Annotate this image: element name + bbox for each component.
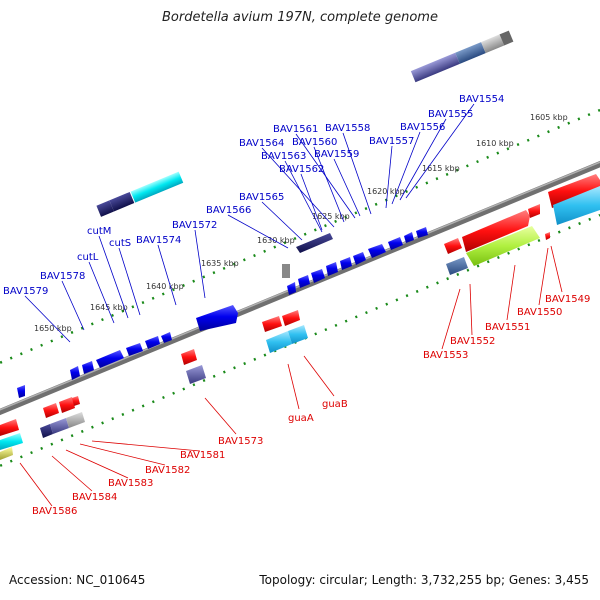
ruler-dots-outer <box>0 108 600 365</box>
gene-glyph <box>455 42 486 64</box>
gene-arrow <box>186 365 206 384</box>
tick-label: 1630 kbp <box>257 236 295 245</box>
gene-label: BAV1564 <box>239 138 284 149</box>
gene-label: cutL <box>77 252 99 263</box>
gene-label: BAV1559 <box>314 149 359 160</box>
gene-label: BAV1562 <box>279 164 324 175</box>
gene-arrow <box>462 210 530 252</box>
tick-label: 1610 kbp <box>476 139 514 148</box>
map-title: Bordetella avium 197N, complete genome <box>162 10 438 25</box>
gene-label: cutS <box>109 238 131 249</box>
gene-glyph <box>499 30 514 46</box>
gene-arrow <box>553 186 600 225</box>
tick-label: 1615 kbp <box>422 164 460 173</box>
tick-label: 1635 kbp <box>201 259 239 268</box>
gene-glyph <box>481 34 505 54</box>
gene-label: BAV1581 <box>180 450 225 461</box>
gene-arrow <box>288 325 308 344</box>
gene-label: BAV1586 <box>32 506 77 517</box>
gene-arrow <box>296 233 333 253</box>
gene-label: BAV1583 <box>108 478 153 489</box>
plus-arrow-row-lower <box>70 332 172 380</box>
gene-glyph <box>96 200 114 217</box>
tick-label: 1605 kbp <box>530 113 568 122</box>
gene-label: BAV1582 <box>145 465 190 476</box>
gene-arrow <box>262 316 282 332</box>
gene-label: guaB <box>322 399 348 410</box>
gene-arrow <box>196 305 238 331</box>
gene-label: BAV1553 <box>423 350 468 361</box>
accession-text: Accession: NC_010645 <box>9 573 146 587</box>
gene-arrow <box>444 238 462 254</box>
gene-glyph <box>130 171 184 203</box>
gene-label: BAV1573 <box>218 436 263 447</box>
gene-label: BAV1552 <box>450 336 495 347</box>
ruler-ticks: 1605 kbp 1610 kbp 1615 kbp 1620 kbp 1625… <box>34 113 568 333</box>
genome-summary-text: Topology: circular; Length: 3,732,255 bp… <box>259 573 589 587</box>
gene-label: BAV1556 <box>400 122 445 133</box>
labels-plus: BAV1554 BAV1555 BAV1556 BAV1558 BAV1557 … <box>3 94 504 297</box>
gene-label: BAV1554 <box>459 94 504 105</box>
gene-arrow <box>528 204 540 218</box>
gene-glyph <box>282 264 290 278</box>
gene-label: guaA <box>288 413 314 424</box>
gene-arrow <box>545 232 550 240</box>
gene-arrow <box>282 310 300 326</box>
minus-arrow-row-lower <box>0 396 85 460</box>
gene-label: BAV1561 <box>273 124 318 135</box>
gene-label: BAV1555 <box>428 109 473 120</box>
gene-label: BAV1550 <box>517 307 562 318</box>
leader-lines-minus <box>19 245 563 507</box>
gene-label: BAV1551 <box>485 322 530 333</box>
gene-arrow <box>181 349 197 365</box>
tick-label: 1620 kbp <box>367 187 405 196</box>
gene-label: BAV1557 <box>369 136 414 147</box>
gene-arrow <box>17 385 25 398</box>
plus-strand-genes <box>17 30 514 398</box>
gene-glyph <box>109 191 135 212</box>
gene-label: BAV1579 <box>3 286 48 297</box>
gene-label: cutM <box>87 226 111 237</box>
gene-label: BAV1563 <box>261 151 306 162</box>
minus-strand-genes <box>0 174 600 460</box>
gene-arrow <box>548 174 600 208</box>
gene-arrow <box>466 226 540 266</box>
gene-label: BAV1549 <box>545 294 590 305</box>
gene-label: BAV1574 <box>136 235 181 246</box>
gene-arrow <box>446 257 468 275</box>
labels-minus: BAV1549 BAV1550 BAV1551 BAV1552 BAV1553 … <box>32 294 590 517</box>
gene-label: BAV1560 <box>292 137 337 148</box>
leader-lines-plus <box>24 103 475 343</box>
tick-label: 1650 kbp <box>34 324 72 333</box>
gene-label: BAV1566 <box>206 205 251 216</box>
gene-label: BAV1578 <box>40 271 85 282</box>
gene-label: BAV1565 <box>239 192 284 203</box>
gene-glyph <box>410 52 460 83</box>
gene-arrow <box>266 331 292 353</box>
tick-label: 1625 kbp <box>312 212 350 221</box>
tick-label: 1645 kbp <box>90 303 128 312</box>
gene-label: BAV1558 <box>325 123 370 134</box>
gene-label: BAV1584 <box>72 492 117 503</box>
gene-label: BAV1572 <box>172 220 217 231</box>
tick-label: 1640 kbp <box>146 282 184 291</box>
plus-arrow-row-upper <box>287 227 428 295</box>
